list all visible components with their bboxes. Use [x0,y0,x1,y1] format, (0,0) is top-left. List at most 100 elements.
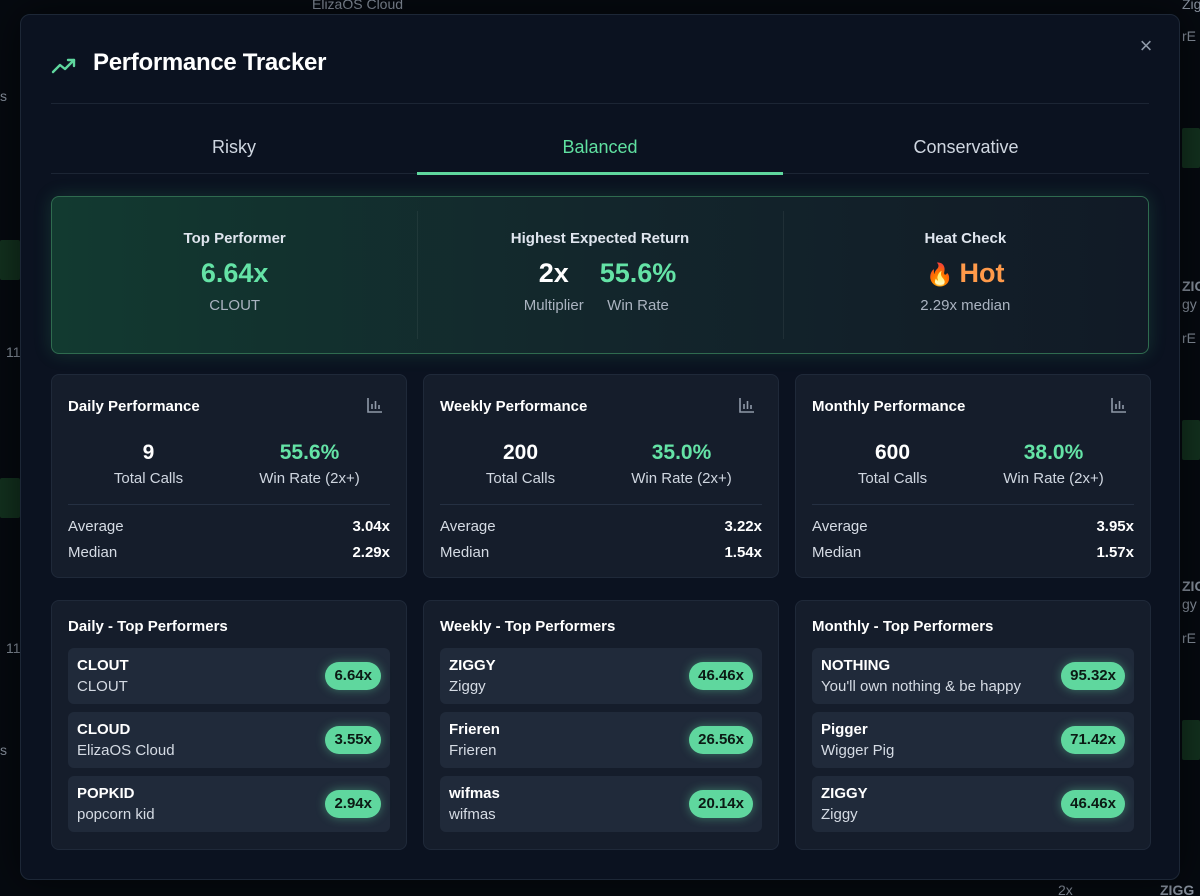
median-row: Median 1.54x [440,544,762,561]
performance-tracker-modal: Performance Tracker × Risky Balanced Con… [20,14,1180,880]
card-title: Weekly - Top Performers [440,618,616,635]
win-rate-value: 38.0% [1023,441,1084,464]
background-row-highlight [1182,128,1200,168]
median-row: Median 1.57x [812,544,1134,561]
token-name: ElizaOS Cloud [77,742,175,759]
heat-status: 🔥 Hot [783,258,1148,289]
average-row: Average 3.04x [68,518,390,535]
token-symbol: CLOUT [77,657,129,674]
fire-icon: 🔥 [926,262,954,287]
card-title: Daily - Top Performers [68,618,228,635]
multiple-badge: 3.55x [325,726,381,754]
background-row-highlight [1182,720,1200,760]
stats-row: 200 Total Calls 35.0% Win Rate (2x+) [440,441,762,487]
multiple-badge: 20.14x [689,790,753,818]
list-item[interactable]: Frieren Frieren 26.56x [440,712,762,768]
summary-panel: Top Performer 6.64x CLOUT Highest Expect… [51,196,1149,354]
token-name: You'll own nothing & be happy [821,678,1021,695]
token-name: CLOUT [77,678,128,695]
median-value: 1.54x [724,544,762,561]
expected-return-section: Highest Expected Return 2x Multiplier 55… [417,197,782,353]
background-text: s [0,88,7,104]
token-symbol: Pigger [821,721,868,738]
daily-top-performers-card: Daily - Top Performers CLOUT CLOUT 6.64x C… [51,600,407,850]
background-text: ZIGG [1182,278,1200,294]
background-text: 2x [1058,882,1073,896]
token-name: Wigger Pig [821,742,895,759]
multiple-badge: 2.94x [325,790,381,818]
median-row: Median 2.29x [68,544,390,561]
average-value: 3.22x [724,518,762,535]
multiple-badge: 71.42x [1061,726,1125,754]
card-title: Daily Performance [68,398,200,415]
total-calls-label: Total Calls [485,470,556,487]
tab-risky[interactable]: Risky [212,137,256,157]
median-label: Median [68,544,118,561]
strategy-tabs: Risky Balanced Conservative [51,127,1149,175]
header-divider [51,103,1149,104]
total-calls-label: Total Calls [113,470,184,487]
tab-conservative[interactable]: Conservative [913,137,1019,157]
average-row: Average 3.95x [812,518,1134,535]
multiple-badge: 46.46x [1061,790,1125,818]
card-divider [812,504,1134,505]
total-calls: 600 Total Calls [812,441,973,487]
list-item[interactable]: CLOUD ElizaOS Cloud 3.55x [68,712,390,768]
median-value: 2.29x [352,544,390,561]
top-performer-value: 6.64x [200,258,269,288]
median-label: Median [440,544,490,561]
weekly-performance-card: Weekly Performance 200 Total Calls 35.0% W… [423,374,779,578]
average-row: Average 3.22x [440,518,762,535]
background-text: ElizaOS Cloud [312,0,404,12]
multiplier-cell: 2x Multiplier [524,258,584,314]
median-label: Median [812,544,862,561]
list-item[interactable]: wifmas wifmas 20.14x [440,776,762,832]
win-rate-value: 35.0% [651,441,712,464]
total-calls-label: Total Calls [857,470,928,487]
top-performer-label: Top Performer [183,230,286,247]
background-text: ZIGG [1182,578,1200,594]
token-name: Ziggy [449,678,486,695]
card-title: Monthly Performance [812,398,966,415]
list-item[interactable]: NOTHING You'll own nothing & be happy 95.3… [812,648,1134,704]
token-name: Ziggy [821,806,858,823]
list-item[interactable]: ZIGGY Ziggy 46.46x [440,648,762,704]
median-value: 1.57x [1096,544,1134,561]
daily-performance-card: Daily Performance 9 Total Calls 55.6% Win … [51,374,407,578]
monthly-top-performers-card: Monthly - Top Performers NOTHING You'll o… [795,600,1151,850]
tab-balanced[interactable]: Balanced [417,127,783,175]
background-text: Zig [1182,0,1200,12]
win-rate-value: 55.6% [599,258,677,288]
token-name: Frieren [449,742,497,759]
total-calls-value: 600 [874,441,911,464]
heat-check-label: Heat Check [924,230,1007,247]
card-title: Weekly Performance [440,398,588,415]
multiple-badge: 6.64x [325,662,381,690]
bar-chart-icon[interactable] [366,396,384,414]
list-item[interactable]: POPKID popcorn kid 2.94x [68,776,390,832]
total-calls: 200 Total Calls [440,441,601,487]
win-rate-cell: 55.6% Win Rate [600,258,677,314]
multiple-badge: 26.56x [689,726,753,754]
token-symbol: POPKID [77,785,135,802]
card-divider [440,504,762,505]
list-item[interactable]: CLOUT CLOUT 6.64x [68,648,390,704]
token-symbol: wifmas [449,785,500,802]
total-calls: 9 Total Calls [68,441,229,487]
list-item[interactable]: ZIGGY Ziggy 46.46x [812,776,1134,832]
list-item[interactable]: Pigger Wigger Pig 71.42x [812,712,1134,768]
token-name: wifmas [449,806,496,823]
multiple-badge: 95.32x [1061,662,1125,690]
monthly-performance-card: Monthly Performance 600 Total Calls 38.0%… [795,374,1151,578]
background-text: ZIGG [1160,882,1195,896]
total-calls-value: 200 [502,441,539,464]
background-text: gy [1182,296,1197,312]
close-icon[interactable]: × [1139,33,1153,58]
bar-chart-icon[interactable] [738,396,756,414]
win-rate-label: Win Rate (2x+) [259,470,360,487]
heat-check-detail: 2.29x median [920,297,1011,314]
bar-chart-icon[interactable] [1110,396,1128,414]
background-text: rE [1182,630,1196,646]
average-label: Average [68,518,124,535]
multiplier-value: 2x [538,258,569,288]
